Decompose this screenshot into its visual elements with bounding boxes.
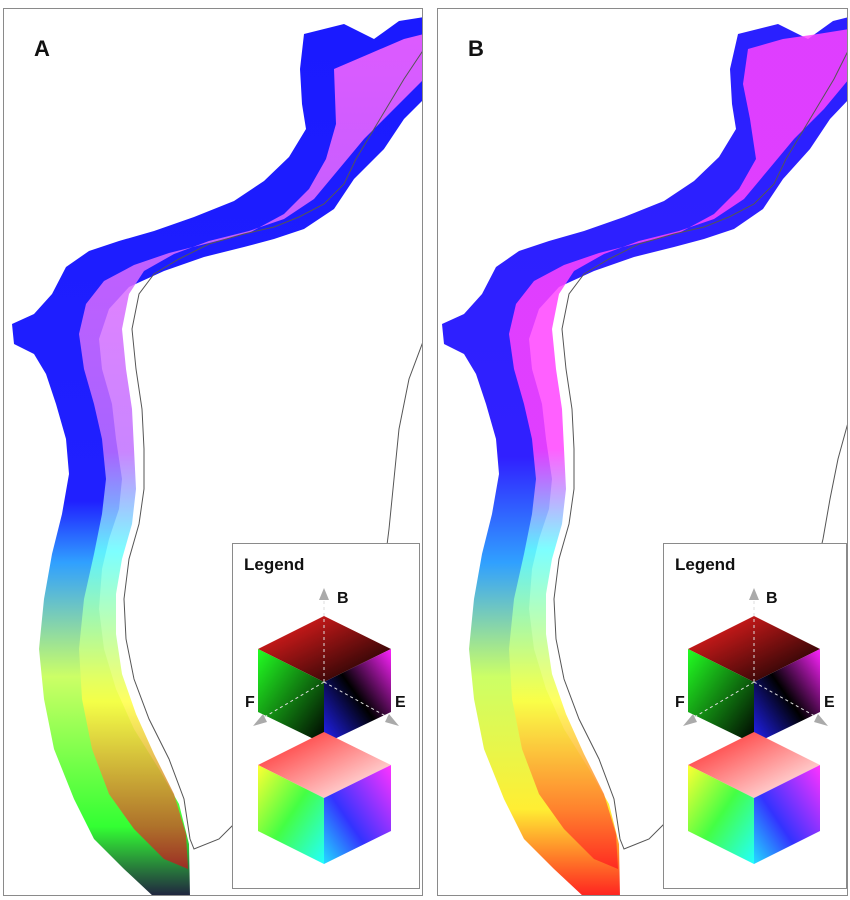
panel-label-a: A	[34, 36, 50, 61]
axis-label-b-b: B	[766, 590, 778, 607]
coastline	[553, 51, 847, 850]
map-panel-b: B Legend B F E	[437, 8, 848, 896]
map-panel-a: A Legend	[3, 8, 423, 896]
axis-label-b-a: B	[337, 590, 349, 607]
axis-label-f-b: F	[675, 694, 685, 711]
coastline-map-a	[12, 17, 422, 895]
axis-label-e-b: E	[824, 694, 835, 711]
shallow-band	[79, 34, 422, 869]
rgb-cube-legend-b	[683, 588, 828, 864]
legend-title-b: Legend	[675, 555, 736, 574]
legend-title-a: Legend	[244, 555, 305, 574]
axis-label-e-a: E	[395, 694, 406, 711]
land-boundary	[383, 342, 422, 570]
axis-label-f-a: F	[245, 694, 255, 711]
legend-box-a: Legend	[232, 543, 420, 889]
panel-label-b: B	[468, 36, 484, 61]
rgb-cube-legend-a	[253, 588, 399, 864]
coastline	[123, 51, 422, 850]
legend-box-b: Legend B F E	[663, 543, 847, 889]
